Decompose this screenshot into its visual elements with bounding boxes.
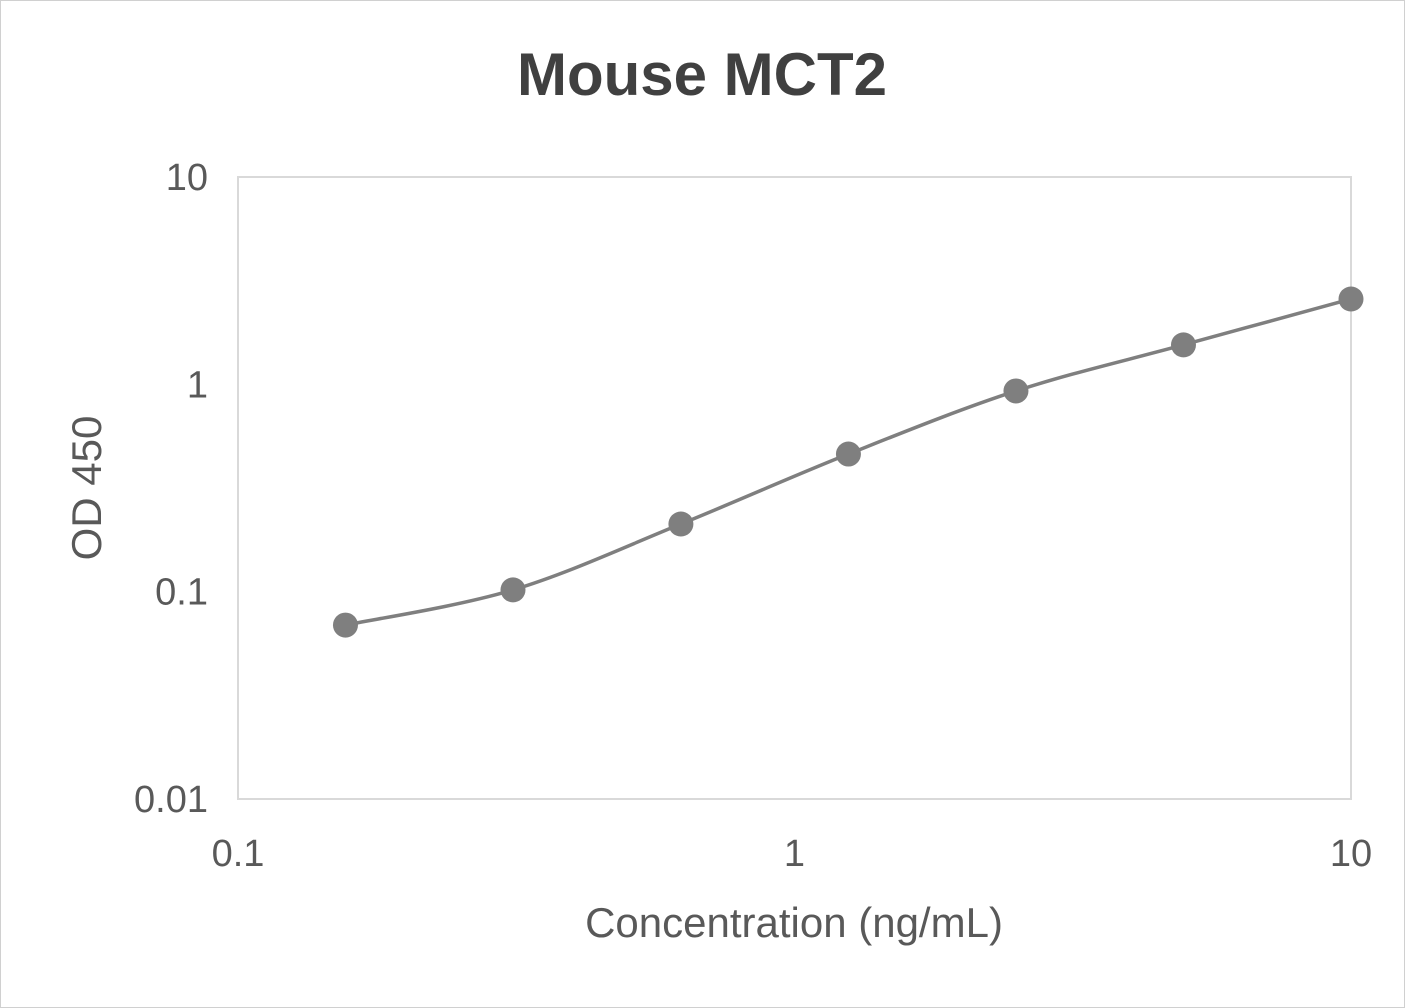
- x-tick-label: 1: [784, 833, 805, 875]
- data-point: [668, 511, 694, 537]
- y-tick-label: 1: [187, 364, 208, 406]
- y-tick-label: 0.01: [134, 779, 208, 821]
- data-point: [332, 612, 358, 638]
- data-point: [1003, 378, 1029, 404]
- data-point: [835, 441, 861, 467]
- data-point: [1338, 286, 1364, 312]
- x-axis-title: Concentration (ng/mL): [585, 899, 1003, 946]
- y-tick-label: 0.1: [155, 572, 208, 614]
- x-tick-label: 0.1: [212, 833, 265, 875]
- y-tick-label: 10: [166, 157, 208, 199]
- plot-area: [237, 176, 1352, 800]
- y-axis-title: OD 450: [63, 416, 110, 561]
- data-point: [500, 577, 526, 603]
- chart-title: Mouse MCT2: [517, 41, 887, 108]
- x-tick-label: 10: [1330, 833, 1372, 875]
- data-point: [1170, 332, 1196, 358]
